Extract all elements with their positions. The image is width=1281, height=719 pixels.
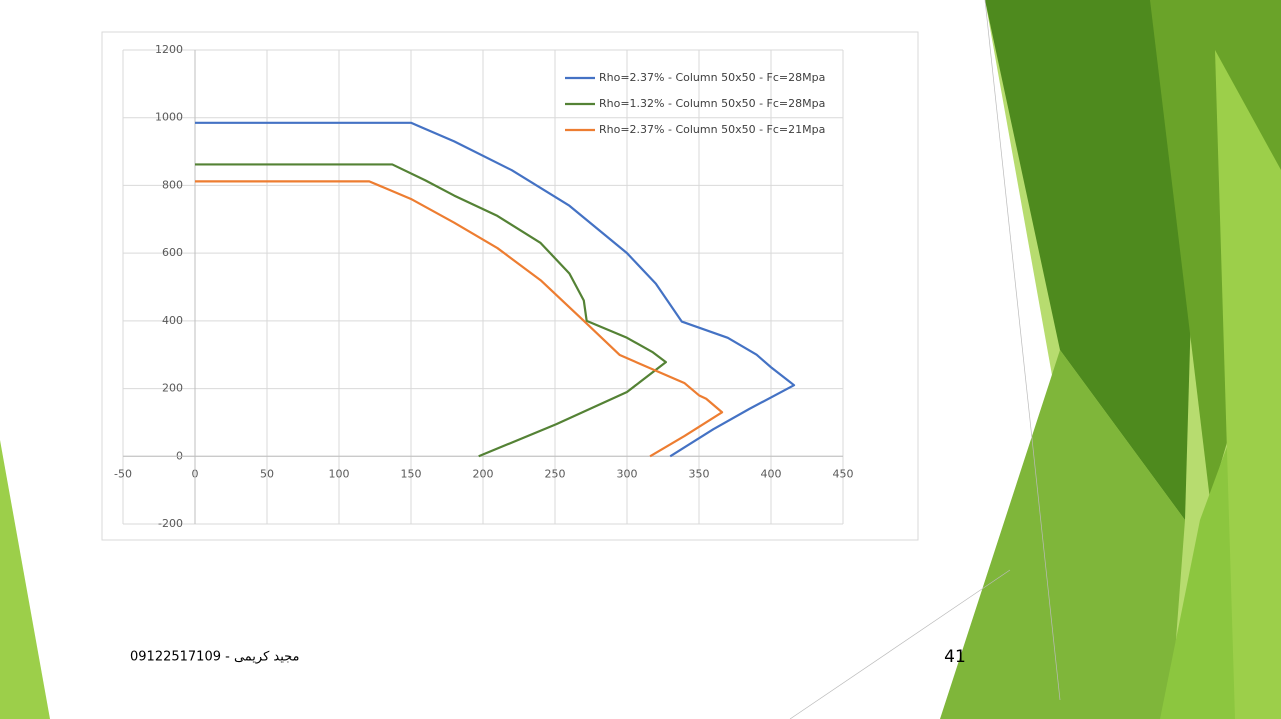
x-tick-label: 350 bbox=[689, 467, 710, 480]
x-tick-label: -50 bbox=[114, 467, 132, 480]
x-tick-label: 150 bbox=[401, 467, 422, 480]
legend-label: Rho=1.32% - Column 50x50 - Fc=28Mpa bbox=[599, 97, 825, 110]
x-tick-label: 300 bbox=[617, 467, 638, 480]
y-tick-label: -200 bbox=[158, 517, 183, 530]
footer: مجید کریمی - 09122517109 bbox=[130, 650, 300, 665]
y-tick-label: 800 bbox=[162, 178, 183, 191]
x-tick-label: 450 bbox=[833, 467, 854, 480]
x-tick-label: 200 bbox=[473, 467, 494, 480]
x-tick-label: 400 bbox=[761, 467, 782, 480]
y-tick-label: 1200 bbox=[155, 43, 183, 56]
y-tick-label: 600 bbox=[162, 246, 183, 259]
legend-label: Rho=2.37% - Column 50x50 - Fc=28Mpa bbox=[599, 71, 825, 84]
slide-number: 41 bbox=[944, 647, 966, 667]
x-tick-label: 250 bbox=[545, 467, 566, 480]
y-tick-label: 1000 bbox=[155, 111, 183, 124]
slide: -200020040060080010001200-50050100150200… bbox=[0, 0, 1281, 719]
legend-label: Rho=2.37% - Column 50x50 - Fc=21Mpa bbox=[599, 123, 825, 136]
y-tick-label: 200 bbox=[162, 382, 183, 395]
x-tick-label: 50 bbox=[260, 467, 274, 480]
page: {"chart_data": {"type": "line", "xlim": … bbox=[0, 0, 1281, 719]
x-tick-label: 100 bbox=[329, 467, 350, 480]
y-tick-label: 400 bbox=[162, 314, 183, 327]
